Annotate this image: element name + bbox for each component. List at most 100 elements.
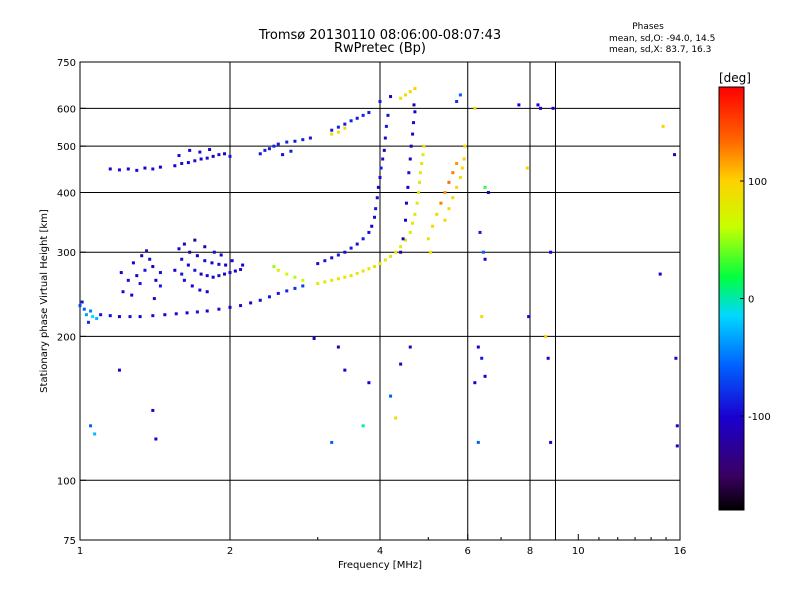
chart-subtitle: RwPretec (Bp): [334, 41, 426, 56]
data-point: [239, 304, 243, 308]
data-point: [158, 165, 162, 169]
data-point: [188, 148, 192, 152]
data-point: [399, 96, 403, 100]
data-point: [486, 190, 490, 194]
data-point: [343, 275, 347, 279]
data-point: [143, 166, 147, 170]
data-point: [108, 314, 112, 318]
data-point: [418, 171, 422, 175]
data-point: [455, 100, 459, 104]
data-point: [249, 301, 253, 305]
data-point: [546, 356, 550, 360]
data-point: [99, 313, 103, 317]
data-point: [212, 250, 216, 254]
data-point: [411, 221, 415, 225]
data-point: [198, 150, 202, 154]
data-point: [399, 245, 403, 249]
data-point: [330, 278, 334, 282]
data-point: [323, 280, 327, 284]
data-point: [661, 124, 665, 128]
data-point: [373, 215, 377, 219]
data-point: [117, 368, 121, 372]
data-point: [208, 148, 212, 152]
x-tick-label: 2: [227, 546, 233, 557]
data-point: [408, 157, 412, 161]
data-point: [143, 268, 147, 272]
data-point: [126, 167, 130, 171]
data-point: [674, 356, 678, 360]
data-point: [217, 307, 221, 311]
data-point: [539, 106, 543, 110]
data-point: [409, 144, 413, 148]
data-point: [408, 230, 412, 234]
data-point: [673, 153, 677, 157]
data-point: [549, 440, 553, 444]
data-point: [483, 185, 487, 189]
data-point: [285, 140, 289, 144]
y-tick-label: 750: [57, 58, 76, 69]
colorbar-gradient: [718, 86, 745, 511]
data-point: [411, 132, 415, 136]
data-point: [658, 272, 662, 276]
data-point: [205, 274, 209, 278]
data-point: [422, 144, 426, 148]
data-point: [316, 262, 320, 266]
data-point: [381, 157, 385, 161]
data-point: [408, 345, 412, 349]
y-tick-label: 500: [57, 142, 76, 153]
data-point: [163, 313, 167, 317]
data-point: [185, 311, 189, 315]
data-point: [293, 275, 297, 279]
colorbar-unit-label: [deg]: [719, 71, 751, 85]
data-point: [301, 278, 305, 282]
data-point: [258, 298, 262, 302]
data-point: [483, 257, 487, 261]
data-point: [675, 424, 679, 428]
data-point: [203, 245, 207, 249]
data-point: [293, 139, 297, 143]
data-point: [89, 309, 93, 313]
data-point: [276, 268, 280, 272]
data-point: [413, 110, 417, 114]
data-point: [455, 185, 459, 189]
colorbar: [deg] 100 0 -100: [718, 71, 771, 511]
y-tick-label: 600: [57, 104, 76, 115]
data-point: [367, 267, 371, 271]
data-point: [138, 282, 142, 286]
data-point: [330, 256, 334, 260]
data-point: [480, 315, 484, 319]
data-point: [382, 148, 386, 152]
y-axis-ticks: 75 100 200 300 400 500 600 750: [57, 58, 86, 547]
data-point: [413, 212, 417, 216]
data-point: [462, 157, 466, 161]
data-point: [330, 128, 334, 132]
data-point: [330, 440, 334, 444]
data-point: [349, 119, 353, 123]
y-axis-label: Stationary phase Virtual Height [km]: [39, 209, 50, 393]
data-point: [293, 286, 297, 290]
data-point: [473, 381, 477, 385]
data-point: [336, 277, 340, 281]
data-point: [378, 175, 382, 179]
data-point: [412, 103, 416, 107]
data-point: [205, 290, 209, 294]
stats-heading: Phases: [632, 22, 664, 32]
data-point: [389, 254, 393, 258]
data-point: [361, 113, 365, 117]
data-point: [373, 265, 377, 269]
data-point: [151, 314, 155, 318]
data-point: [93, 432, 97, 436]
data-point: [217, 274, 221, 278]
grid-lines: [80, 62, 680, 540]
data-point: [308, 136, 312, 140]
data-point: [89, 424, 93, 428]
data-point: [210, 261, 214, 265]
data-point: [458, 175, 462, 179]
data-point: [336, 130, 340, 134]
data-point: [435, 212, 439, 216]
y-tick-label: 400: [57, 188, 76, 199]
data-point: [403, 238, 407, 242]
data-point: [82, 307, 86, 311]
data-point: [84, 313, 88, 317]
data-point: [527, 315, 531, 319]
